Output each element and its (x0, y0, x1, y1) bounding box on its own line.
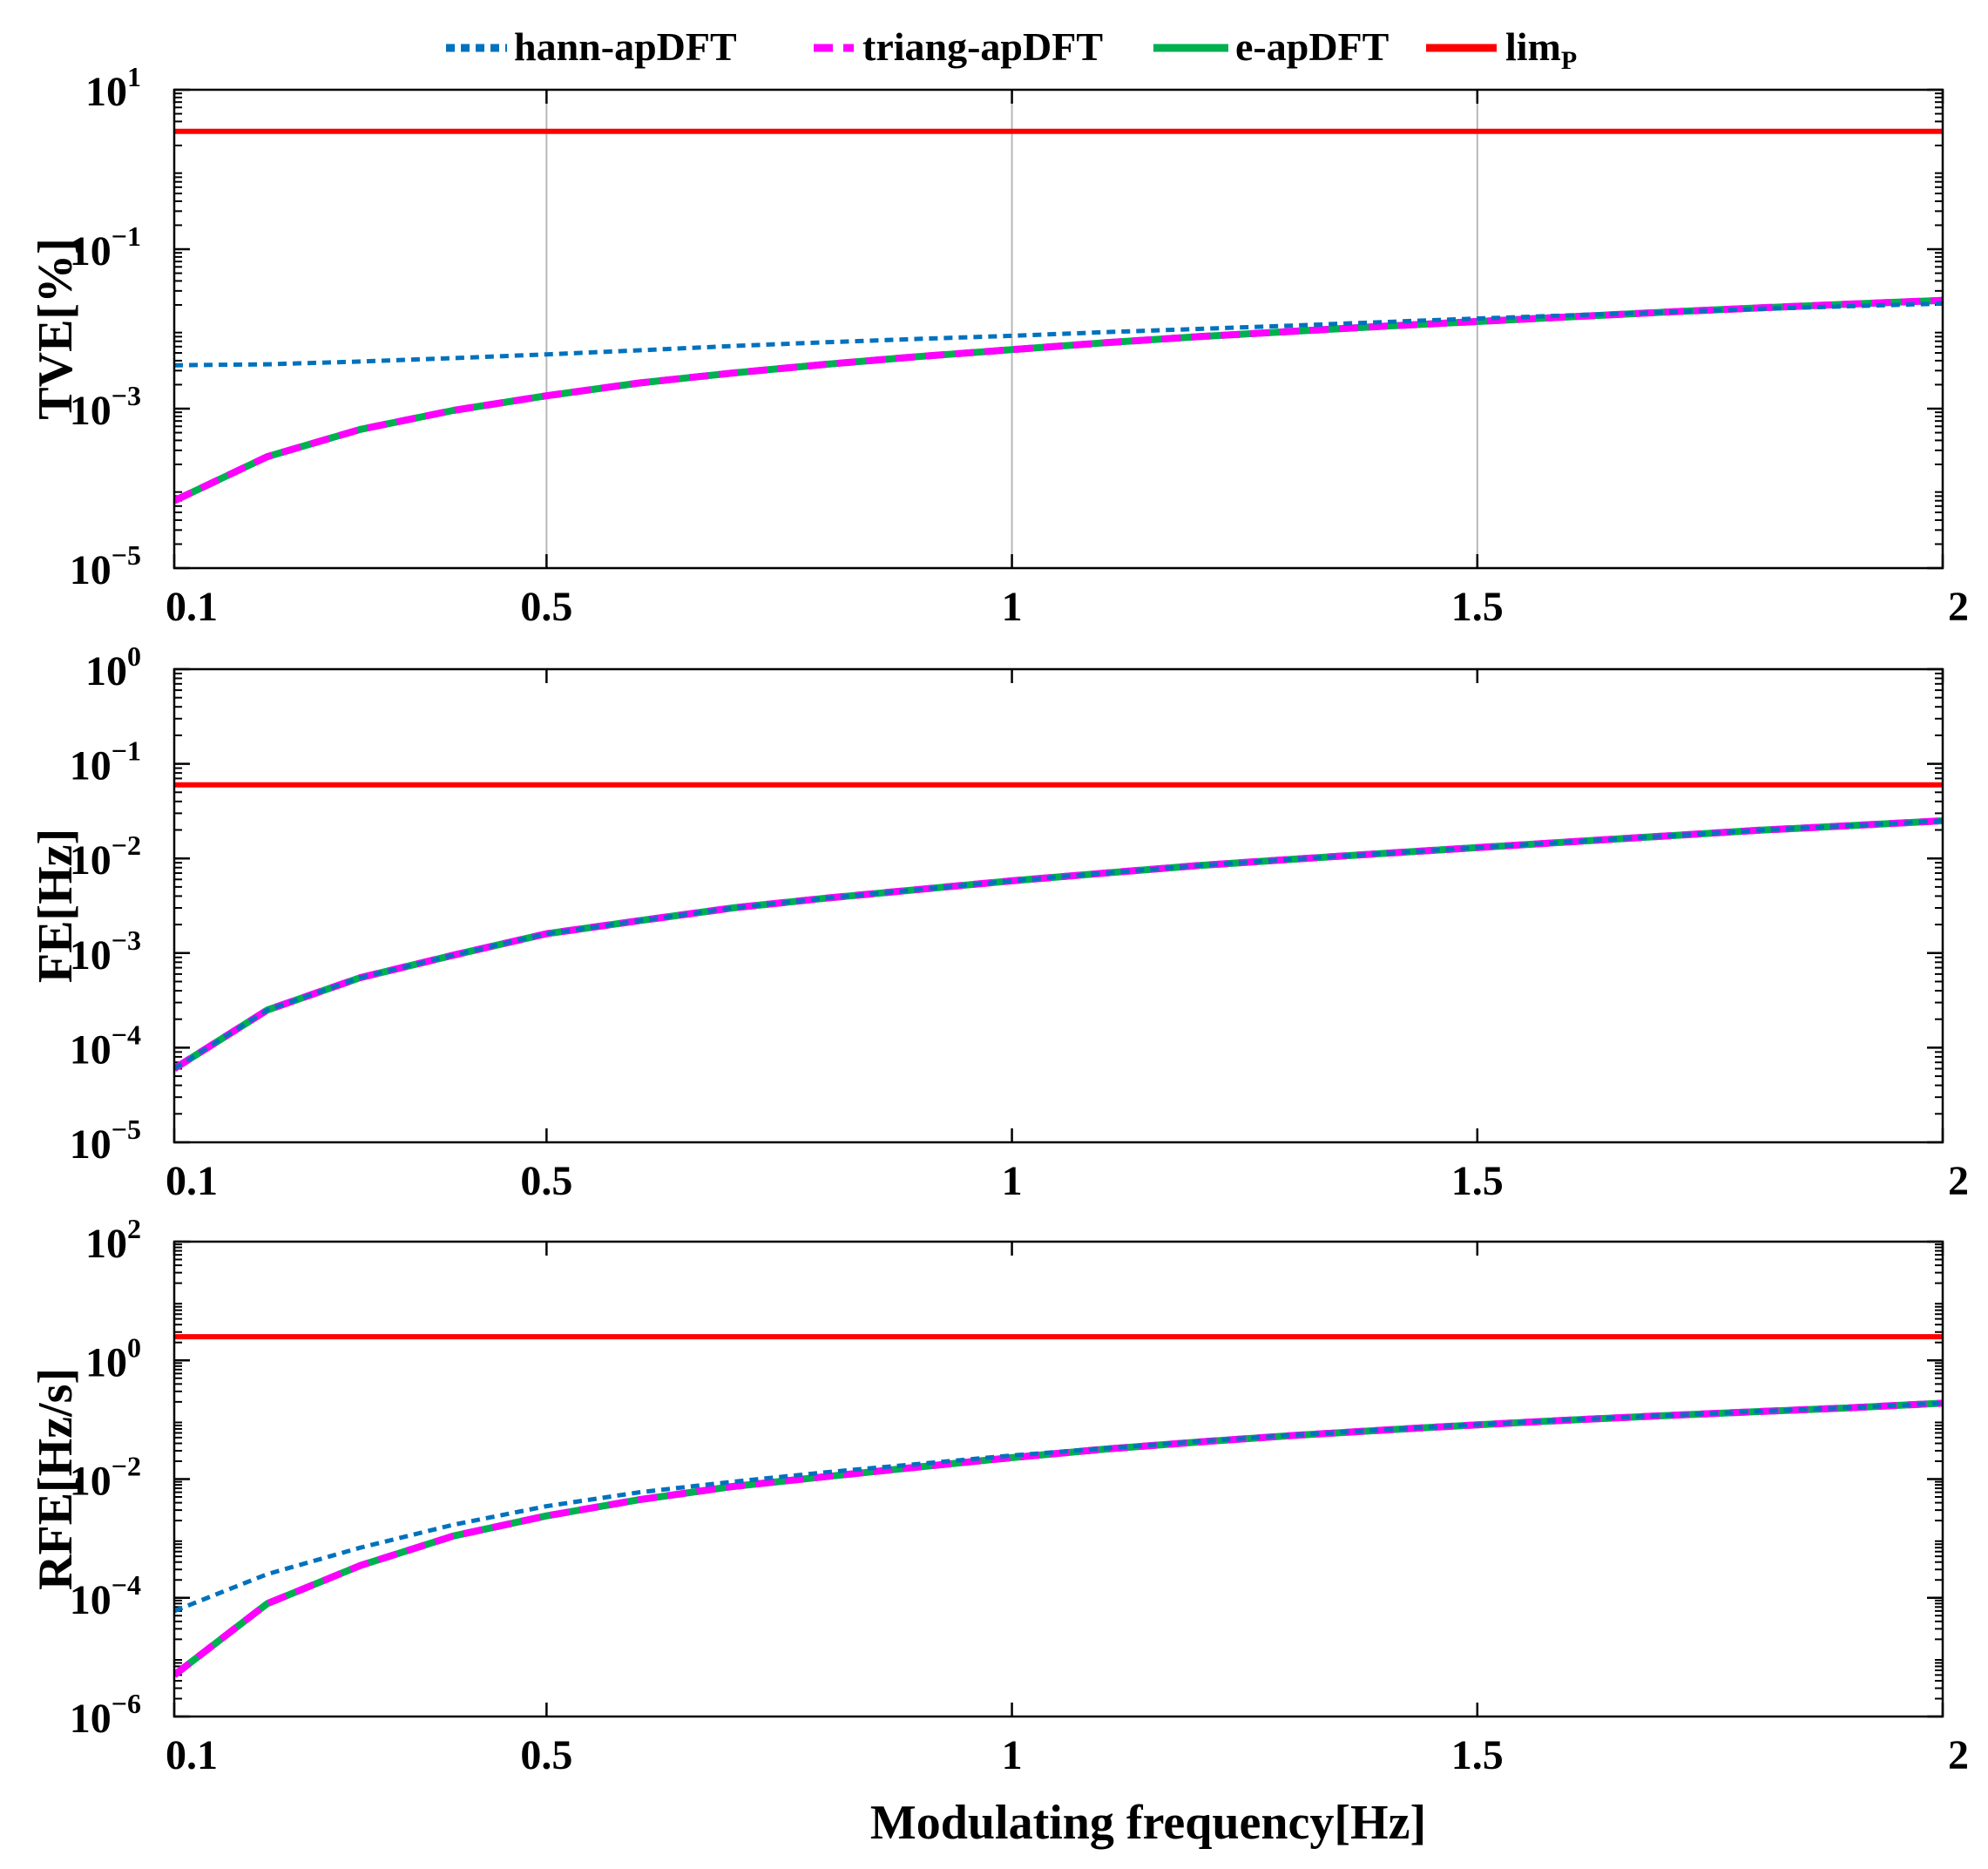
x-tick-label: 0.1 (166, 1158, 218, 1204)
legend: hann-apDFT triang-apDFT e-apDFT limP (446, 24, 1577, 75)
y-axis-label: TVE[%] (29, 238, 83, 419)
y-tick-label: 10−4 (70, 1019, 141, 1073)
series-hann-apdft-line (174, 818, 1943, 1071)
x-tick-label: 1.5 (1451, 1732, 1504, 1778)
series-triang-apdft-line (174, 817, 1943, 1072)
x-tick-label: 1 (1002, 1158, 1023, 1204)
y-axis-label: FE[Hz] (29, 829, 83, 983)
x-tick-label: 2 (1948, 1732, 1969, 1778)
y-tick-label: 100 (85, 1331, 141, 1385)
legend-label: limP (1505, 24, 1577, 75)
y-tick-label: 102 (85, 1213, 141, 1267)
x-tick-label: 2 (1948, 584, 1969, 630)
y-tick-label: 10−5 (70, 539, 141, 593)
x-tick-label: 1.5 (1451, 584, 1504, 630)
legend-label: e-apDFT (1235, 24, 1389, 69)
y-tick-label: 10−5 (70, 1114, 141, 1168)
x-tick-label: 0.5 (520, 1732, 572, 1778)
series-group (174, 128, 1943, 504)
series-triang-apdft-line (174, 296, 1943, 504)
y-tick-label: 100 (85, 640, 141, 694)
x-tick-label: 0.1 (166, 1732, 218, 1778)
series-triang-apdft-line (174, 1399, 1943, 1678)
legend-label: hann-apDFT (514, 24, 737, 69)
series-hann-apdft-line (174, 301, 1943, 368)
x-tick-label: 2 (1948, 1158, 1969, 1204)
y-tick-label: 10−3 (70, 380, 141, 434)
x-tick-label: 0.5 (520, 584, 572, 630)
legend-item-e-apdft: e-apDFT (1153, 24, 1389, 69)
y-tick-label: 10−2 (70, 1451, 141, 1505)
legend-item-hann-apdft: hann-apDFT (446, 24, 737, 69)
plot-frame (172, 1240, 1944, 1718)
plot-frame (172, 667, 1944, 1144)
legend-item-lim: limP (1426, 24, 1577, 75)
y-tick-label: 10−1 (70, 735, 141, 789)
x-tick-label: 1 (1002, 1732, 1023, 1778)
x-tick-label: 1.5 (1451, 1158, 1504, 1204)
legend-item-triang-apdft: triang-apDFT (814, 24, 1103, 69)
series-e-apdft-line (174, 296, 1943, 504)
plot-frame (172, 88, 1944, 570)
panels: 10−5 10−3 10−1 101 0.1 0.5 1 1.5 2 TVE[%] 10−5 10−4… (29, 61, 1969, 1778)
x-tick-label: 0.1 (166, 584, 218, 630)
series-group (174, 1334, 1943, 1678)
y-tick-label: 10−6 (70, 1688, 141, 1742)
series-group (174, 782, 1943, 1072)
y-axis-label: RFE[Hz/s] (29, 1368, 83, 1590)
x-tick-label: 0.5 (520, 1158, 572, 1204)
legend-label: triang-apDFT (862, 24, 1103, 69)
y-tick-label: 101 (85, 61, 141, 115)
series-e-apdft-line (174, 817, 1943, 1072)
series-hann-apdft-line (174, 1400, 1943, 1614)
x-tick-label: 1 (1002, 584, 1023, 630)
x-axis-label: Modulating frequency[Hz] (870, 1796, 1426, 1850)
